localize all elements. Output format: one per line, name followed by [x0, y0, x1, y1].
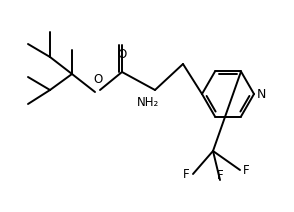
Text: O: O — [93, 73, 103, 86]
Text: O: O — [117, 48, 127, 61]
Text: NH₂: NH₂ — [137, 96, 159, 109]
Text: F: F — [183, 169, 190, 181]
Text: N: N — [257, 88, 266, 100]
Text: F: F — [243, 165, 250, 177]
Text: F: F — [217, 169, 223, 182]
